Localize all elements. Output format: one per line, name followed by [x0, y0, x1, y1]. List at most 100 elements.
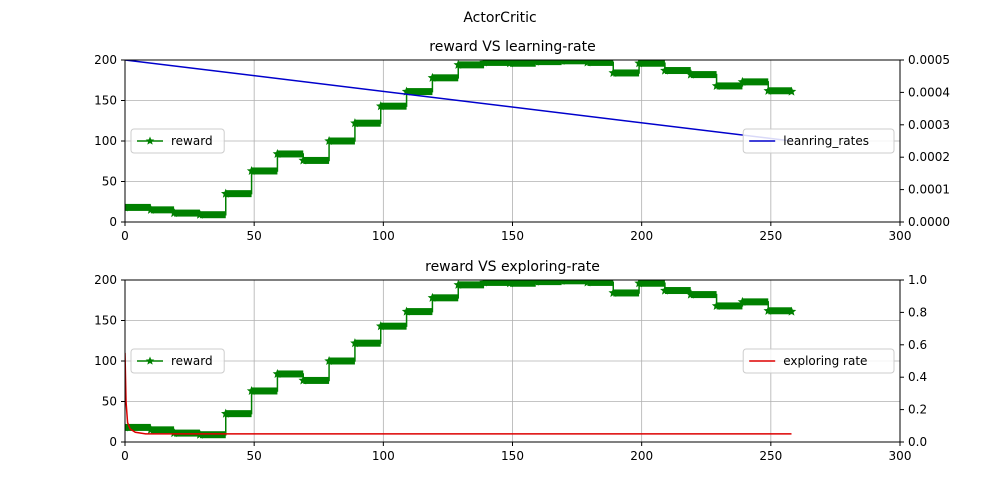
reward-marker-band: [458, 61, 485, 69]
reward-star-marker: [763, 85, 774, 95]
legend-box: [742, 348, 895, 374]
reward-star-marker: [220, 188, 231, 198]
plot-area: [125, 280, 797, 439]
reward-marker-band: [768, 307, 792, 315]
reward-marker-band: [535, 60, 562, 66]
y2-tick-label: 0.0005: [908, 53, 950, 67]
legend-star-icon: [145, 136, 155, 145]
reward-marker-band: [535, 280, 562, 286]
reward-marker-band: [174, 209, 200, 217]
reward-star-marker: [505, 60, 515, 68]
reward-marker-band: [225, 410, 252, 418]
legend-star-icon: [145, 356, 155, 365]
legend-label: leanring_rates: [783, 134, 869, 148]
legend-label: reward: [171, 354, 213, 368]
reward-star-marker: [324, 356, 334, 366]
reward-marker-band: [639, 60, 665, 67]
reward-star-marker: [453, 60, 464, 69]
reward-marker-band: [380, 102, 407, 110]
y2-tick-label: 0.0004: [908, 85, 950, 99]
reward-star-marker: [737, 76, 748, 86]
reward-star-marker: [582, 280, 593, 287]
x-tick-label: 0: [121, 449, 129, 463]
reward-marker-band: [613, 289, 640, 297]
x-tick-label: 250: [759, 229, 782, 243]
chart-panel-1: reward VS learning-rate 0 50 100 150 200 250 30…: [94, 39, 950, 243]
reward-star-marker: [711, 300, 722, 310]
reward-star-marker: [125, 202, 130, 212]
reward-star-marker: [608, 67, 619, 78]
reward-star-marker: [711, 80, 722, 90]
reward-marker-band: [199, 431, 226, 439]
reward-marker-band: [484, 60, 510, 66]
reward-star-marker: [582, 60, 593, 67]
reward-star-marker: [557, 280, 566, 285]
y2-tick-label: 0.0: [908, 435, 927, 449]
reward-marker-band: [690, 291, 717, 299]
reward-marker-band: [125, 203, 151, 211]
y2-tick-label: 0.2: [908, 403, 927, 417]
reward-marker-band: [251, 167, 278, 175]
reward-marker-band: [432, 74, 459, 82]
reward-star-marker: [557, 60, 566, 65]
reward-star-marker: [427, 292, 438, 302]
legend-box: [130, 128, 225, 154]
reward-star-marker: [786, 306, 797, 316]
x-tick-label: 100: [372, 229, 395, 243]
x-tick-label: 200: [630, 449, 653, 463]
x-tick-label: 200: [630, 229, 653, 243]
reward-marker-band: [225, 190, 252, 198]
y-tick-label: 200: [94, 273, 117, 287]
series-line-exploring-rate: [125, 352, 792, 435]
reward-star-marker: [660, 285, 670, 295]
reward-marker-band: [303, 156, 330, 164]
reward-star-marker: [634, 60, 644, 68]
reward-marker-band: [509, 280, 536, 287]
x-tick-label: 300: [889, 449, 912, 463]
reward-marker-band: [561, 280, 588, 285]
y-tick-label: 0: [109, 435, 117, 449]
reward-marker-band: [716, 302, 743, 310]
reward-star-marker: [530, 280, 541, 286]
reward-star-marker: [298, 375, 309, 385]
plot-area: [125, 60, 797, 219]
reward-star-marker: [427, 72, 438, 82]
x-tick-label: 50: [247, 449, 262, 463]
x-tick-label: 150: [501, 229, 524, 243]
x-tick-label: 100: [372, 449, 395, 463]
x-tick-label: 150: [501, 449, 524, 463]
figure-suptitle: ActorCritic: [463, 10, 536, 26]
reward-marker-band: [587, 60, 614, 66]
reward-marker-band: [354, 119, 381, 127]
reward-star-marker: [298, 155, 309, 165]
reward-marker-band: [251, 387, 278, 395]
reward-star-marker: [685, 289, 696, 299]
series-line-leanring_rates: [125, 60, 792, 142]
reward-star-marker: [146, 424, 156, 434]
reward-marker-band: [690, 71, 717, 79]
reward-star-marker: [246, 165, 257, 176]
reward-star-marker: [324, 136, 334, 146]
reward-star-marker: [660, 65, 670, 75]
y-tick-label: 50: [102, 395, 117, 409]
reward-marker-band: [277, 370, 304, 378]
reward-star-marker: [685, 69, 696, 79]
reward-star-marker: [530, 60, 541, 66]
reward-marker-band: [768, 87, 792, 95]
y-tick-label: 200: [94, 53, 117, 67]
legend-box: [742, 128, 895, 154]
reward-star-marker: [272, 368, 283, 379]
reward-star-marker: [479, 60, 489, 67]
reward-star-marker: [195, 209, 205, 219]
reward-star-marker: [169, 428, 179, 438]
y2-tick-label: 0.6: [908, 338, 927, 352]
reward-marker-band: [125, 423, 151, 431]
reward-star-marker: [272, 148, 283, 159]
reward-marker-band: [354, 339, 381, 347]
y-tick-label: 50: [102, 175, 117, 189]
reward-marker-band: [199, 211, 226, 219]
reward-marker-band: [561, 60, 588, 65]
reward-marker-band: [484, 280, 510, 286]
reward-star-marker: [350, 338, 360, 348]
reward-marker-band: [613, 69, 640, 77]
